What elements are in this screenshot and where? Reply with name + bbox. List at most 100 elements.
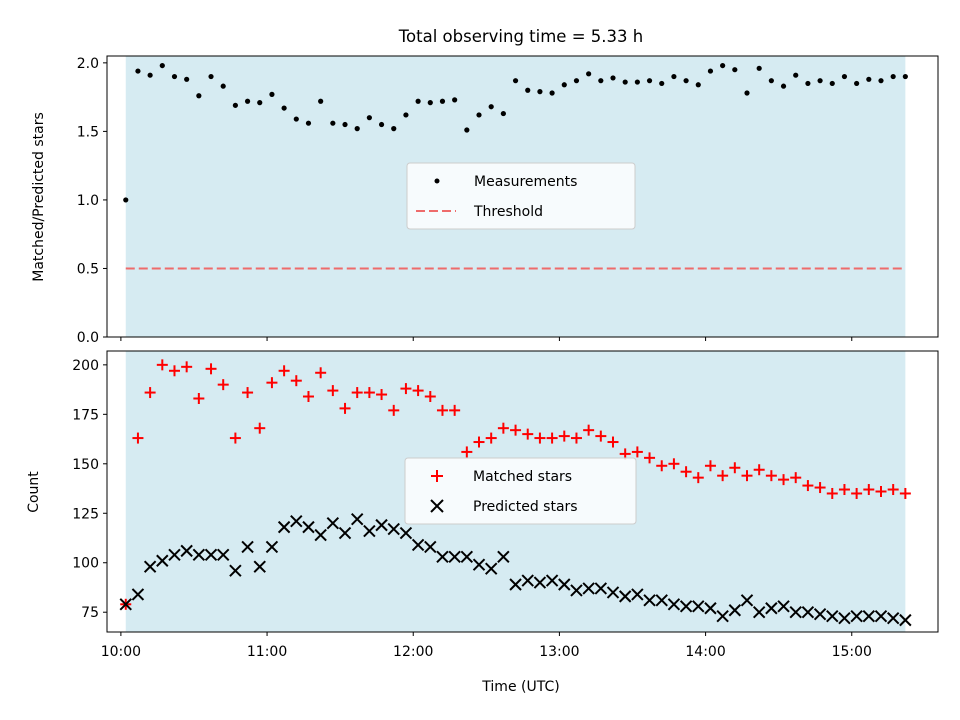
legend-measurements-marker xyxy=(434,178,440,184)
ratio-y-ticks: 0.0 0.5 1.0 1.5 2.0 xyxy=(77,56,107,346)
predicted-star-point xyxy=(545,574,559,587)
predicted-star-point xyxy=(850,609,863,623)
x-tick-label: 12:00 xyxy=(393,644,433,660)
measurement-point xyxy=(683,78,689,84)
measurement-point xyxy=(208,73,214,80)
measurement-point xyxy=(902,73,908,80)
measurement-point xyxy=(427,100,433,106)
measurement-point xyxy=(244,98,251,104)
counts-panel: 75 100 125 150 175 200 10:00 11:00 12:00 13:00 14… xyxy=(26,350,939,695)
predicted-star-point xyxy=(350,512,364,526)
x-tick-label: 13:00 xyxy=(539,644,579,660)
y-tick-label: 1.5 xyxy=(77,124,99,140)
predicted-star-point xyxy=(290,514,303,528)
measurement-point xyxy=(537,89,543,95)
measurement-point xyxy=(196,93,202,99)
predicted-star-point xyxy=(801,606,815,619)
measurement-point xyxy=(829,80,835,87)
matched-star-point xyxy=(887,484,899,496)
predicted-star-point xyxy=(533,576,547,589)
predicted-star-point xyxy=(789,606,802,619)
predicted-star-point xyxy=(558,578,571,591)
measurement-point xyxy=(269,91,275,97)
y-tick-label: 2.0 xyxy=(77,56,99,72)
predicted-star-point xyxy=(716,609,729,623)
measurement-point xyxy=(452,97,458,103)
matched-star-point xyxy=(741,470,753,482)
matched-star-point xyxy=(266,377,278,389)
measurement-point xyxy=(890,73,896,80)
measurements-series xyxy=(123,62,908,203)
matched-star-point xyxy=(851,487,863,499)
measurement-point xyxy=(403,112,409,118)
measurement-point xyxy=(866,76,872,82)
predicted-star-point xyxy=(204,548,218,562)
predicted-star-point xyxy=(424,540,437,554)
matched-star-point xyxy=(254,422,266,434)
measurement-point xyxy=(573,78,580,84)
matched-star-point xyxy=(168,365,180,377)
measurement-point xyxy=(695,82,701,88)
measurement-point xyxy=(184,76,190,82)
predicted-star-point xyxy=(314,528,327,542)
matched-star-point xyxy=(692,472,704,484)
measurement-point xyxy=(878,78,884,84)
measurement-point xyxy=(123,197,129,203)
matched-star-point xyxy=(583,424,595,436)
measurement-point xyxy=(525,87,531,93)
matched-star-point xyxy=(315,367,327,379)
predicted-stars-series xyxy=(119,512,912,627)
predicted-star-point xyxy=(606,586,620,599)
ratio-legend-box xyxy=(406,162,636,230)
x-tick-label: 15:00 xyxy=(832,644,872,660)
predicted-star-point xyxy=(777,600,790,613)
predicted-star-point xyxy=(728,604,742,617)
y-tick-label: 200 xyxy=(72,358,99,374)
matched-star-point xyxy=(461,446,473,458)
predicted-star-point xyxy=(862,609,876,623)
measurement-point xyxy=(634,79,640,85)
predicted-star-point xyxy=(192,548,206,562)
measurement-point xyxy=(500,110,506,117)
predicted-star-point xyxy=(472,558,486,571)
predicted-star-point xyxy=(180,544,193,558)
measurement-point xyxy=(720,62,726,69)
measurement-point xyxy=(598,78,604,84)
matched-star-point xyxy=(132,432,144,444)
counts-legend-box xyxy=(404,457,637,525)
measurement-point xyxy=(732,67,738,73)
legend-threshold-label: Threshold xyxy=(473,204,543,220)
measurement-point xyxy=(841,73,848,80)
y-tick-label: 175 xyxy=(72,407,99,423)
matched-star-point xyxy=(631,446,643,458)
predicted-star-point xyxy=(460,550,474,564)
matched-star-point xyxy=(826,487,838,499)
matched-star-point xyxy=(875,486,887,497)
matched-star-point xyxy=(424,391,436,403)
measurement-point xyxy=(232,102,238,108)
matched-star-point xyxy=(838,484,850,496)
measurement-point xyxy=(281,105,287,111)
predicted-star-point xyxy=(692,600,705,613)
matched-star-point xyxy=(327,385,339,397)
measurement-point xyxy=(488,104,494,110)
measurement-point xyxy=(671,73,677,80)
legend-matched-label: Matched stars xyxy=(473,469,572,485)
y-tick-label: 1.0 xyxy=(77,193,99,209)
matched-star-point xyxy=(181,361,193,373)
ratio-y-axis-label: Matched/Predicted stars xyxy=(31,112,47,282)
matched-star-point xyxy=(510,424,522,436)
measurement-point xyxy=(171,73,178,80)
predicted-star-point xyxy=(277,520,291,534)
predicted-star-point xyxy=(826,609,839,623)
predicted-star-point xyxy=(265,540,279,554)
measurement-point xyxy=(391,126,397,132)
predicted-star-point xyxy=(594,582,608,595)
counts-panel-frame xyxy=(106,350,939,633)
predicted-star-point xyxy=(399,526,413,540)
measurement-point xyxy=(805,80,811,87)
x-tick-label: 10:00 xyxy=(101,644,141,660)
measurement-point xyxy=(464,127,470,133)
matched-star-point xyxy=(290,375,302,387)
